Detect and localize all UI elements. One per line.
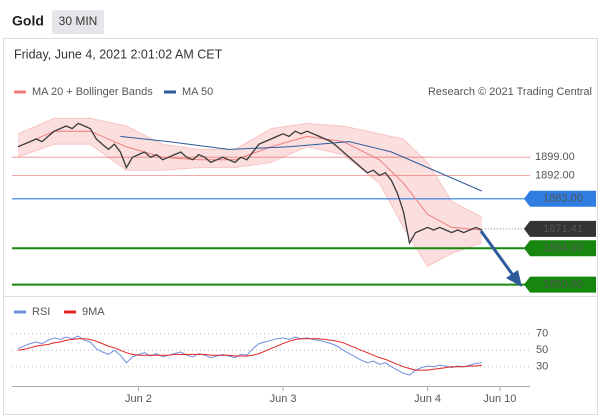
- level-label: 1864.00: [543, 242, 583, 254]
- interval[interactable]: 30 MIN: [59, 14, 98, 28]
- level-label: 1850.00: [543, 279, 583, 291]
- y-tick-label: 50: [536, 344, 548, 356]
- legend-label: 9MA: [82, 306, 105, 318]
- ma-line: [120, 135, 482, 192]
- level-label: 1899.00: [535, 151, 575, 163]
- level-tag: [524, 220, 596, 237]
- forecast-arrow: [479, 230, 517, 279]
- price-panel: MA 20 + Bollinger Bands MA 50 1899.00 1892.…: [12, 86, 596, 293]
- panel-frame: [3, 38, 598, 415]
- rsi-panel: RSI 9MA 70 50 30 Jun 2 Jun 3 Jun 4 Jun 10: [12, 306, 548, 405]
- indicator-line: [17, 335, 482, 376]
- x-tick-label: Jun 10: [483, 393, 516, 405]
- credit: Research © 2021 Trading Central: [428, 86, 592, 98]
- indicator-line: [17, 338, 482, 371]
- y-tick-label: 70: [536, 328, 548, 340]
- level-tag: [524, 240, 596, 257]
- forecast-arrowhead: [506, 270, 522, 287]
- level-tag: [524, 190, 596, 207]
- symbol: Gold: [12, 13, 44, 29]
- timestamp: Friday, June 4, 2021 2:01:02 AM CET: [14, 47, 223, 61]
- interval-badge[interactable]: [52, 10, 104, 34]
- level-label: 1892.00: [535, 169, 575, 181]
- x-tick-label: Jun 3: [270, 393, 297, 405]
- legend-label: RSI: [32, 306, 50, 318]
- x-tick-label: Jun 4: [414, 393, 441, 405]
- bollinger-lower: [17, 143, 482, 268]
- level-label: 1871.41: [543, 223, 583, 235]
- level-tag: [524, 276, 596, 293]
- legend-label: MA 20 + Bollinger Bands: [32, 86, 153, 98]
- price-line: [17, 122, 483, 245]
- level-label: 1883.00: [543, 193, 583, 205]
- x-tick-label: Jun 2: [125, 393, 152, 405]
- y-tick-label: 30: [536, 361, 548, 373]
- bollinger-band: [18, 118, 482, 267]
- ma-line: [17, 130, 482, 231]
- bollinger-upper: [17, 117, 483, 218]
- legend-label: MA 50: [182, 86, 213, 98]
